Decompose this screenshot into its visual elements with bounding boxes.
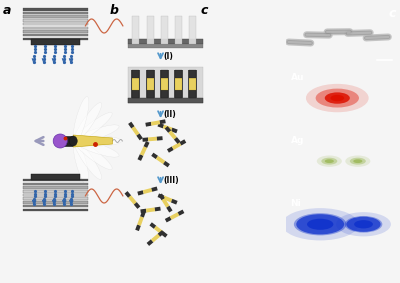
Ellipse shape (74, 139, 102, 179)
Ellipse shape (354, 220, 373, 228)
Ellipse shape (330, 95, 344, 101)
Ellipse shape (294, 213, 346, 235)
Bar (132, 16, 140, 44)
Ellipse shape (336, 212, 391, 236)
Ellipse shape (350, 158, 366, 165)
Bar (22, 8, 88, 10)
Ellipse shape (69, 136, 77, 146)
Ellipse shape (345, 216, 382, 233)
Bar (146, 16, 154, 44)
Ellipse shape (321, 158, 337, 165)
Ellipse shape (307, 219, 333, 230)
Ellipse shape (306, 84, 369, 112)
Bar (188, 70, 189, 98)
Bar (128, 67, 203, 103)
Bar (22, 209, 88, 211)
Bar (132, 78, 140, 90)
Ellipse shape (73, 139, 119, 157)
Bar (22, 198, 88, 200)
Bar (22, 186, 88, 189)
Text: (I): (I) (164, 53, 174, 61)
Bar (58, 136, 73, 146)
Text: c: c (201, 4, 208, 17)
Bar (22, 19, 88, 22)
Bar (22, 30, 88, 33)
Bar (22, 38, 88, 40)
Bar (182, 70, 183, 98)
Ellipse shape (345, 155, 370, 167)
Bar (22, 194, 88, 196)
Text: (III): (III) (164, 177, 179, 185)
Text: b: b (109, 4, 118, 17)
Bar (128, 39, 203, 44)
Text: c: c (388, 7, 396, 20)
Polygon shape (73, 135, 112, 147)
Ellipse shape (316, 89, 359, 108)
Ellipse shape (74, 102, 102, 143)
Ellipse shape (317, 155, 342, 167)
Bar (132, 70, 140, 78)
Ellipse shape (296, 214, 344, 234)
Text: Au: Au (290, 73, 304, 82)
Bar (22, 15, 88, 18)
Bar (160, 78, 168, 90)
Bar (175, 78, 182, 90)
Ellipse shape (73, 125, 119, 143)
Ellipse shape (73, 139, 89, 185)
Bar (189, 90, 196, 98)
Bar (175, 90, 182, 98)
Text: Ni: Ni (290, 199, 301, 208)
Text: (II): (II) (164, 110, 176, 119)
Bar (196, 70, 197, 98)
Ellipse shape (325, 159, 334, 163)
Bar (160, 70, 168, 78)
Bar (22, 201, 88, 203)
Ellipse shape (282, 208, 358, 241)
Bar (128, 98, 203, 103)
Bar (189, 16, 196, 44)
Bar (189, 70, 196, 78)
Bar (22, 34, 88, 37)
Bar (146, 70, 154, 78)
Ellipse shape (53, 134, 67, 148)
Bar (132, 90, 140, 98)
Bar (146, 90, 154, 98)
Ellipse shape (74, 112, 112, 143)
Bar (22, 183, 88, 185)
Ellipse shape (73, 97, 89, 143)
Bar (22, 179, 88, 181)
Bar (174, 70, 175, 98)
Bar (189, 78, 196, 90)
Bar (22, 23, 88, 25)
Bar (31, 39, 80, 45)
Ellipse shape (346, 217, 381, 232)
Bar (146, 78, 154, 90)
Bar (160, 90, 168, 98)
Bar (22, 12, 88, 14)
Text: a: a (3, 4, 11, 17)
Bar (175, 70, 182, 78)
Ellipse shape (353, 159, 362, 163)
Bar (160, 16, 168, 44)
Ellipse shape (73, 136, 122, 146)
Bar (22, 205, 88, 207)
Bar (22, 190, 88, 192)
Text: Ag: Ag (290, 136, 304, 145)
Ellipse shape (325, 92, 350, 104)
Bar (22, 27, 88, 29)
Bar (31, 174, 80, 180)
Ellipse shape (74, 139, 112, 170)
Bar (175, 16, 182, 44)
Bar (128, 44, 203, 48)
